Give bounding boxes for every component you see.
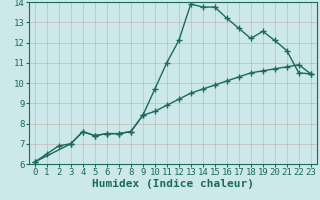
X-axis label: Humidex (Indice chaleur): Humidex (Indice chaleur) <box>92 179 254 189</box>
